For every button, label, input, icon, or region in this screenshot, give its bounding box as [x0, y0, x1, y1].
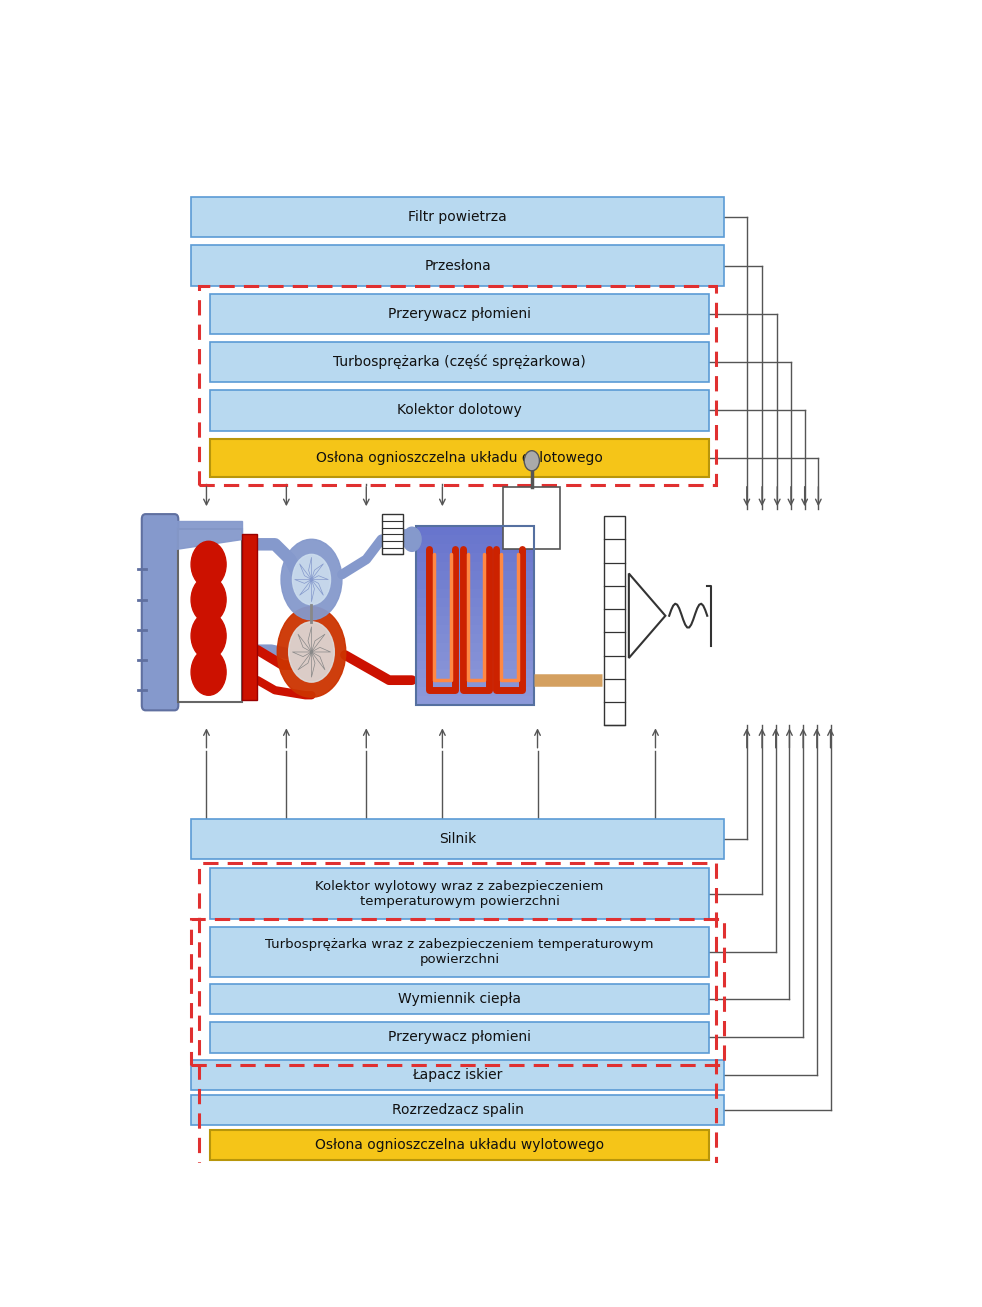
- Circle shape: [191, 650, 226, 695]
- Circle shape: [277, 606, 346, 697]
- FancyBboxPatch shape: [210, 342, 709, 382]
- Circle shape: [403, 527, 421, 552]
- FancyBboxPatch shape: [243, 535, 257, 701]
- Circle shape: [191, 541, 226, 588]
- Bar: [415, 562, 534, 571]
- Bar: [415, 527, 534, 535]
- Text: Filtr powietrza: Filtr powietrza: [409, 210, 507, 225]
- Bar: [415, 669, 534, 678]
- Text: Kolektor wylotowy wraz z zabezpieczeniem
temperaturowym powierzchni: Kolektor wylotowy wraz z zabezpieczeniem…: [315, 880, 604, 907]
- FancyBboxPatch shape: [210, 391, 709, 430]
- FancyBboxPatch shape: [210, 1022, 709, 1052]
- Text: Turbosprężarka wraz z zabezpieczeniem temperaturowym
powierzchni: Turbosprężarka wraz z zabezpieczeniem te…: [265, 938, 654, 966]
- FancyBboxPatch shape: [141, 514, 179, 710]
- FancyBboxPatch shape: [210, 984, 709, 1014]
- FancyBboxPatch shape: [210, 1131, 709, 1161]
- Circle shape: [191, 613, 226, 659]
- Circle shape: [289, 622, 334, 682]
- FancyBboxPatch shape: [191, 819, 724, 859]
- Circle shape: [191, 576, 226, 623]
- FancyBboxPatch shape: [210, 927, 709, 978]
- FancyBboxPatch shape: [191, 1095, 724, 1125]
- Bar: [415, 589, 534, 597]
- Bar: [415, 643, 534, 652]
- FancyBboxPatch shape: [210, 868, 709, 919]
- Polygon shape: [175, 521, 243, 549]
- Bar: [415, 697, 534, 706]
- Circle shape: [293, 554, 331, 605]
- Bar: [415, 616, 534, 625]
- Bar: [415, 634, 534, 643]
- Text: Wymiennik ciepła: Wymiennik ciepła: [398, 992, 521, 1006]
- FancyBboxPatch shape: [210, 294, 709, 335]
- FancyBboxPatch shape: [503, 488, 561, 549]
- Bar: [415, 678, 534, 687]
- Bar: [415, 553, 534, 562]
- Text: Silnik: Silnik: [439, 833, 476, 846]
- Text: Kolektor dolotowy: Kolektor dolotowy: [397, 404, 521, 417]
- FancyBboxPatch shape: [381, 514, 403, 554]
- Circle shape: [524, 451, 539, 471]
- Bar: [415, 652, 534, 660]
- FancyBboxPatch shape: [191, 197, 724, 238]
- Bar: [415, 544, 534, 553]
- Text: Przerywacz płomieni: Przerywacz płomieni: [388, 307, 531, 320]
- FancyBboxPatch shape: [604, 516, 626, 725]
- Bar: [415, 625, 534, 634]
- Bar: [415, 597, 534, 606]
- Bar: [415, 687, 534, 697]
- FancyBboxPatch shape: [210, 439, 709, 477]
- Bar: [415, 535, 534, 544]
- Text: Osłona ognioszczelna układu wylotowego: Osłona ognioszczelna układu wylotowego: [315, 1138, 604, 1151]
- Text: Przerywacz płomieni: Przerywacz płomieni: [388, 1030, 531, 1044]
- Bar: [415, 571, 534, 580]
- Text: Rozrzedzacz spalin: Rozrzedzacz spalin: [392, 1103, 523, 1117]
- Bar: [415, 580, 534, 589]
- FancyBboxPatch shape: [191, 1060, 724, 1090]
- Text: Turbosprężarka (część sprężarkowa): Turbosprężarka (część sprężarkowa): [333, 356, 586, 370]
- FancyBboxPatch shape: [191, 246, 724, 286]
- FancyBboxPatch shape: [178, 529, 243, 702]
- Bar: [415, 606, 534, 616]
- Text: Osłona ognioszczelna układu dolotowego: Osłona ognioszczelna układu dolotowego: [316, 451, 603, 465]
- Bar: [415, 660, 534, 669]
- Circle shape: [281, 540, 342, 620]
- Text: Łapacz iskier: Łapacz iskier: [412, 1068, 503, 1082]
- Text: Przesłona: Przesłona: [424, 259, 491, 273]
